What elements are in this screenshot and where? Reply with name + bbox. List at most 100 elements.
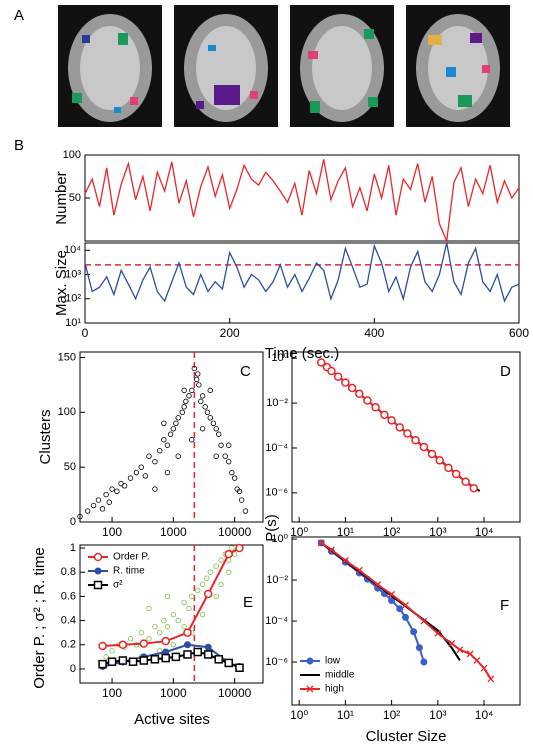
series-line [102,547,240,647]
plot-frame [84,242,520,324]
point [207,387,213,394]
marker [451,469,461,479]
point [226,442,232,448]
point [191,365,198,372]
point [181,387,187,394]
panel-letter: E [243,594,253,611]
x-axis-label: Active sites [134,711,210,728]
point [179,409,186,416]
point [195,371,201,377]
point [199,426,206,432]
y-tick-label: 50 [69,192,81,204]
panel-letter: D [500,363,511,380]
point [231,475,238,481]
marker [411,436,420,445]
y-tick-label: 10⁻⁴ [265,442,288,454]
point [213,426,219,432]
marker [214,655,223,664]
x-tick-label: 10000 [218,686,252,700]
point [152,486,158,492]
legend-label: σ² [113,580,123,591]
marker [183,628,192,637]
y-axis-label: Clusters [37,409,54,464]
point [175,453,181,459]
point [226,458,232,465]
point [146,605,152,612]
marker [456,646,464,654]
panel-letter: B [14,137,24,154]
y-tick-label: 0 [70,663,76,675]
brain-image [290,5,394,127]
x-tick-label: 200 [220,326,240,340]
point [199,611,206,618]
plot-frame [84,154,520,242]
point [164,593,171,600]
point [181,404,187,410]
point [167,431,174,437]
brain-image [174,5,278,127]
marker [316,358,326,367]
point [236,488,243,494]
marker [427,449,437,459]
point [193,376,200,383]
y-tick-label: 0.6 [61,590,76,602]
point [210,420,217,426]
point [161,617,167,624]
legend-marker [93,580,103,590]
point [164,623,171,630]
point [103,491,109,498]
x-tick-label: 1000 [160,686,187,700]
point [109,648,115,654]
marker [444,463,453,473]
marker [183,650,192,659]
point [103,654,109,660]
marker [448,640,456,647]
marker [203,650,213,659]
x-tick-label: 10000 [218,525,252,539]
marker [224,549,233,559]
marker [328,546,335,554]
point [161,420,167,426]
y-tick-label: 10² [65,293,81,305]
x-tick-label: 10⁴ [475,525,494,539]
point [222,453,228,459]
point [189,593,195,600]
marker [347,383,357,393]
marker [355,389,364,399]
point [127,636,134,642]
marker [171,652,181,662]
x-tick-label: 10⁰ [290,708,308,722]
point [213,593,219,600]
x-tick-label: 100 [102,686,122,700]
marker [98,641,107,651]
point [218,557,224,563]
point [157,448,163,454]
point [175,415,181,421]
point [181,599,187,606]
point [186,393,192,399]
x-tick-label: 10¹ [337,525,354,539]
legend-label: low [325,656,341,667]
marker [395,423,404,432]
point [175,617,181,624]
point [218,442,224,448]
chart: 10¹ 10² 10³ 10⁴ 0 200 400 600 Max. Size Time (sec… [53,242,529,362]
chart: 0 50 100 150 100 1000 10000 C Clusters [37,351,264,539]
point [170,642,177,648]
point [114,488,120,494]
marker [204,643,212,651]
series-line [84,242,520,303]
point [152,458,158,465]
point [226,569,232,575]
y-axis-label: P(s) [263,514,280,542]
point [106,499,112,505]
marker [402,601,409,609]
legend-label: middle [325,670,355,681]
point [199,393,206,399]
x-tick-label: 10¹ [337,708,354,722]
x-tick-label: 600 [509,326,529,340]
point [133,469,140,476]
point [142,473,149,479]
marker [402,613,410,621]
